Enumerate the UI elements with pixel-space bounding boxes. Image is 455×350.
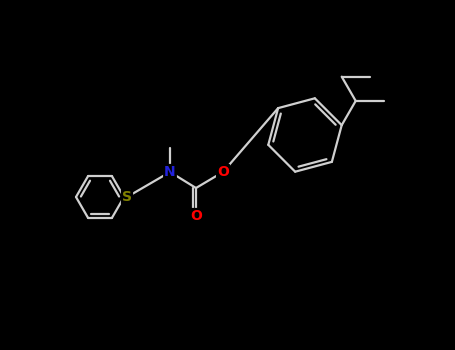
- Text: N: N: [164, 165, 176, 179]
- Text: O: O: [190, 209, 202, 223]
- Text: O: O: [217, 165, 229, 179]
- Text: S: S: [122, 190, 132, 204]
